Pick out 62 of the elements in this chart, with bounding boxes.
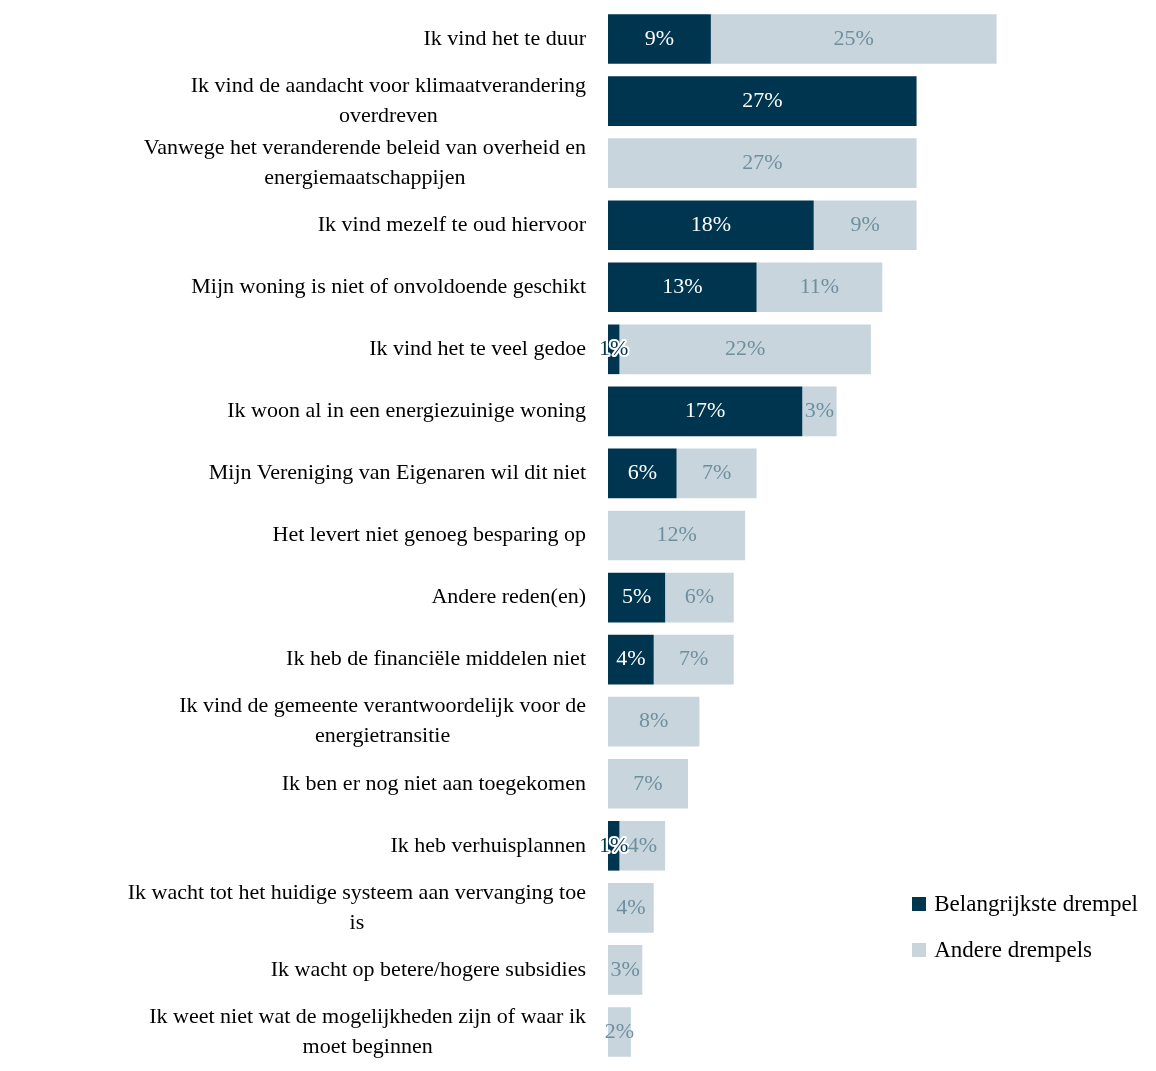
bar — [608, 14, 711, 64]
data-label: 6% — [627, 459, 657, 485]
data-label: 4% — [616, 645, 646, 671]
y-tick-label: Vanwege het veranderende beleid van overheid en energiemaatschappijen — [143, 133, 586, 189]
data-label: 18% — [690, 210, 732, 236]
data-label: 7% — [679, 645, 709, 671]
bar — [608, 138, 917, 188]
data-label: 22% — [724, 335, 766, 361]
bar — [608, 510, 746, 561]
y-tick-label: Ik wacht tot het huidige systeem aan vervanging toe is — [127, 878, 586, 934]
bar — [813, 200, 917, 251]
y-tick-label: Ik ben er nog niet aan toegekomen — [281, 769, 586, 795]
data-label: 4% — [616, 893, 646, 919]
y-tick-label: Het levert niet genoeg besparing op — [272, 521, 586, 547]
bar — [608, 572, 666, 623]
bar — [608, 696, 700, 747]
data-label: 25% — [833, 24, 874, 50]
data-label: 3% — [610, 955, 640, 981]
data-label: 8% — [639, 707, 669, 733]
bar — [608, 76, 917, 126]
y-tick-label: Ik vind het te duur — [423, 24, 587, 50]
y-tick-label: Ik vind de gemeente verantwoordelijk voor de energietransitie — [179, 692, 586, 748]
bar — [665, 572, 734, 623]
legend-label: Andere drempels — [934, 937, 1092, 963]
data-label: 27% — [742, 148, 783, 174]
data-label: 7% — [633, 769, 663, 795]
y-tick-label: Mijn Vereniging van Eigenaren wil dit niet — [208, 459, 586, 485]
bar — [608, 448, 677, 499]
y-tick-label: Ik woon al in een energiezuinige woning — [227, 397, 586, 423]
y-tick-label: Ik vind de aandacht voor klimaatverandering overdreven — [190, 71, 586, 127]
data-label: 6% — [684, 583, 715, 609]
y-tick-label: Ik heb de financiële middelen niet — [286, 645, 586, 671]
bar — [710, 14, 997, 64]
data-label: 13% — [662, 273, 703, 299]
data-label: 3% — [804, 397, 835, 423]
y-tick-label: Ik wacht op betere/hogere subsidies — [270, 955, 586, 981]
data-label: 17% — [684, 397, 726, 423]
bar — [608, 758, 688, 809]
y-tick-label: Ik heb verhuisplannen — [390, 831, 586, 857]
bar — [608, 883, 654, 933]
bar — [608, 386, 803, 437]
legend-label: Belangrijkste drempel — [934, 891, 1138, 917]
y-tick-label: Andere reden(en) — [431, 583, 586, 609]
y-tick-label: Ik weet niet wat de mogelijkheden zijn of waar ik moet beginnen — [149, 1002, 586, 1058]
data-label: 2% — [604, 1017, 635, 1043]
data-label: 4% — [627, 831, 657, 857]
bar — [653, 634, 734, 685]
bar — [676, 448, 757, 499]
data-label: 5% — [621, 583, 652, 609]
bar — [608, 634, 654, 685]
bar — [756, 262, 883, 313]
bar — [608, 262, 757, 313]
data-label: 11% — [799, 273, 840, 299]
data-label: 27% — [742, 86, 783, 112]
bar — [608, 200, 814, 251]
y-tick-label: Ik vind mezelf te oud hiervoor — [317, 210, 587, 236]
data-label: 9% — [850, 210, 880, 236]
y-tick-label: Mijn woning is niet of onvoldoende geschikt — [191, 273, 586, 299]
data-label: 9% — [644, 24, 675, 50]
data-label: 7% — [701, 459, 732, 485]
y-tick-label: Ik vind het te veel gedoe — [369, 335, 586, 361]
data-label: 12% — [656, 521, 697, 547]
